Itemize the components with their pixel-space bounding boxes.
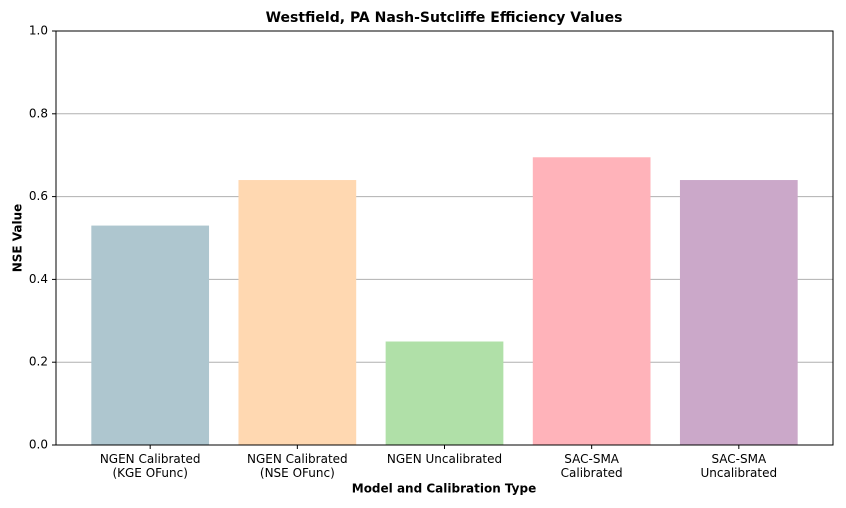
plot-frame	[55, 30, 834, 446]
y-axis-label: NSE Value	[11, 204, 25, 273]
y-tick-label: 0.0	[29, 438, 48, 452]
bar	[679, 180, 798, 446]
x-tick-label: NGEN Calibrated (NSE OFunc)	[246, 452, 348, 480]
y-tick-label: 0.8	[29, 106, 48, 120]
bar	[91, 225, 210, 445]
bar	[385, 341, 504, 445]
chart-title: Westfield, PA Nash-Sutcliffe Efficiency …	[266, 10, 623, 26]
x-axis-label: Model and Calibration Type	[352, 482, 536, 496]
y-tick-label: 0.2	[29, 355, 48, 369]
x-tick-label: NGEN Uncalibrated	[386, 452, 503, 466]
x-tick-label: SAC-SMA Uncalibrated	[700, 452, 778, 480]
bar	[532, 157, 651, 445]
y-tick-label: 1.0	[29, 24, 48, 38]
x-tick-label: SAC-SMA Calibrated	[560, 452, 623, 480]
y-tick-label: 0.6	[29, 189, 48, 203]
y-tick-label: 0.4	[29, 272, 48, 286]
x-tick-label: NGEN Calibrated (KGE OFunc)	[99, 452, 201, 480]
bar	[238, 180, 357, 446]
